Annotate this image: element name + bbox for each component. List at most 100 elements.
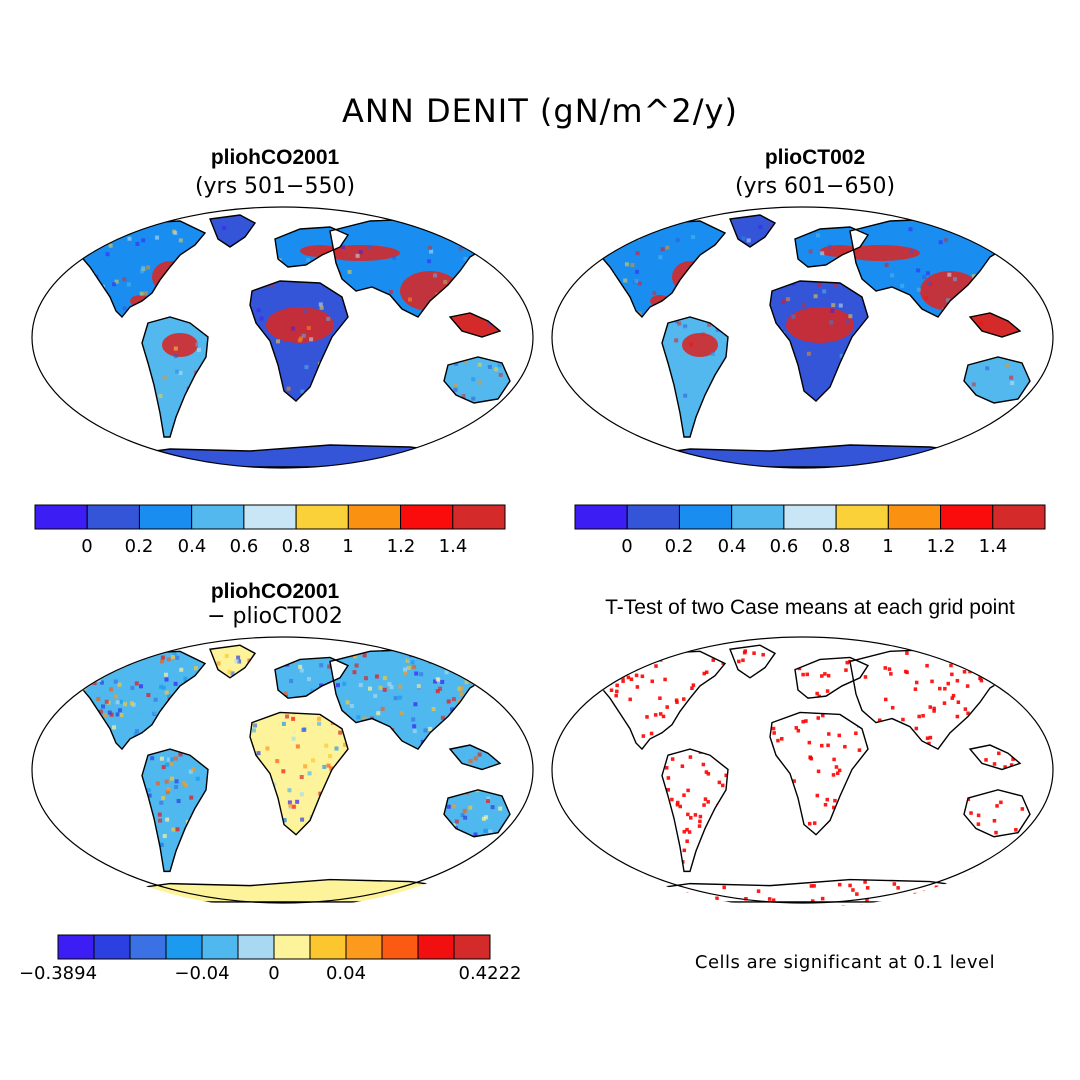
colorbar-bl-tick: −0.04 [174,963,230,984]
continent-africa [250,712,348,835]
colorbar-bl-tick: 0.4222 [458,963,522,984]
colorbar-swatch [165,934,203,960]
colorbar-swatch [93,934,131,960]
coastline [968,744,1022,771]
colorbar-tl-tick: 1.2 [386,536,416,557]
colorbar-swatch [347,504,402,530]
figure-title: ANN DENIT (gN/m^2/y) [342,92,738,130]
colorbar-swatch [574,504,628,530]
colorbar-swatch [783,504,837,530]
colorbar-swatch [626,504,680,530]
coastline [249,711,349,836]
map-panel-br [551,636,1054,908]
coastline [141,748,209,873]
coastline [769,711,869,836]
colorbar-tl-tick: 0.2 [124,536,154,557]
colorbar-swatch [201,934,239,960]
continent-greenland [210,215,255,247]
continent-antarctica [630,879,990,902]
panel-bl-title: pliohCO2001 [210,580,340,603]
colorbar-tr-labels: 0 0.2 0.4 0.6 0.8 1 1.2 1.4 [575,536,1045,560]
continent-africa [770,712,868,835]
colorbar-swatch [731,504,785,530]
colorbar-tl-tick: 0.6 [229,536,259,557]
continent-antarctica [110,879,470,902]
coastline [963,789,1031,838]
colorbar-swatch [57,934,95,960]
colorbar-tl-tick: 1.4 [438,536,468,557]
coastline [794,656,870,699]
coastline [274,656,350,699]
map-boundary [551,636,1054,904]
coastline [628,878,992,903]
colorbar-tr-tick: 1.4 [978,536,1008,557]
coastline [274,226,350,268]
colorbar-tl-tick: 0 [81,536,93,557]
high-value-region [266,307,334,343]
coastline [661,748,729,873]
continent-europe [795,657,868,699]
colorbar-tl-tick: 0.8 [281,536,311,557]
colorbar-swatch [887,504,942,530]
colorbar-swatch [191,504,245,530]
coastline [209,214,257,248]
colorbar-bl [57,934,491,960]
colorbar-tr-tick: 1.2 [926,536,956,557]
panel-tr-subtitle: (yrs 601−650) [734,174,896,199]
colorbar-bl-tick: 0.04 [325,963,367,984]
coastline [443,789,511,838]
colorbar-tr-tick: 0.2 [664,536,694,557]
colorbar-swatch [453,934,491,960]
continent-australia [444,789,510,837]
coastline [249,280,349,402]
panel-tl-title: pliohCO2001 [210,146,340,169]
colorbar-swatch [86,504,140,530]
coastline [69,650,207,751]
colorbar-swatch [138,504,193,530]
high-value-region [840,245,920,261]
panel-bl-subtitle: − plioCT002 [207,604,343,629]
colorbar-swatch [452,504,506,530]
coastline [443,356,511,404]
colorbar-tr-tick: 1 [882,536,894,557]
colorbar-swatch [273,934,311,960]
colorbar-tr-tick: 0.6 [769,536,799,557]
continent-greenland [210,645,255,678]
high-value-region [984,319,1012,331]
colorbar-tl-tick: 1 [342,536,354,557]
continent-southAmerica [142,749,208,872]
coastline [589,220,727,319]
colorbar-swatch [678,504,733,530]
map-panel-tr [551,206,1054,469]
map-boundary [31,636,534,904]
continent-australia [444,357,510,403]
panel-tr-title: plioCT002 [764,146,866,169]
colorbar-swatch [417,934,455,960]
coastline [729,644,777,679]
colorbar-swatch [309,934,347,960]
significance-note: Cells are significant at 0.1 level [694,952,996,973]
map-boundary [31,206,534,469]
coastline [448,744,502,771]
map-boundary [551,206,1054,469]
coastline [209,644,257,679]
colorbar-swatch [237,934,275,960]
continent-australia [964,357,1030,403]
colorbar-swatch [992,504,1046,530]
colorbar-swatch [835,504,889,530]
colorbar-tr [574,504,1046,530]
coastline [963,356,1031,404]
colorbar-swatch [34,504,88,530]
coastline [108,878,472,903]
colorbar-bl-labels: −0.3894 −0.04 0 0.04 0.4222 [19,963,522,987]
colorbar-tl [34,504,506,530]
colorbar-bl-tick: 0 [268,963,280,984]
coastline [661,316,729,438]
colorbar-swatch [345,934,383,960]
coastline [968,312,1022,338]
colorbar-tr-tick: 0.8 [821,536,851,557]
coastline [729,214,777,248]
coastline [589,650,727,751]
continent-australia [964,789,1030,837]
continent-southAmerica [662,749,728,872]
